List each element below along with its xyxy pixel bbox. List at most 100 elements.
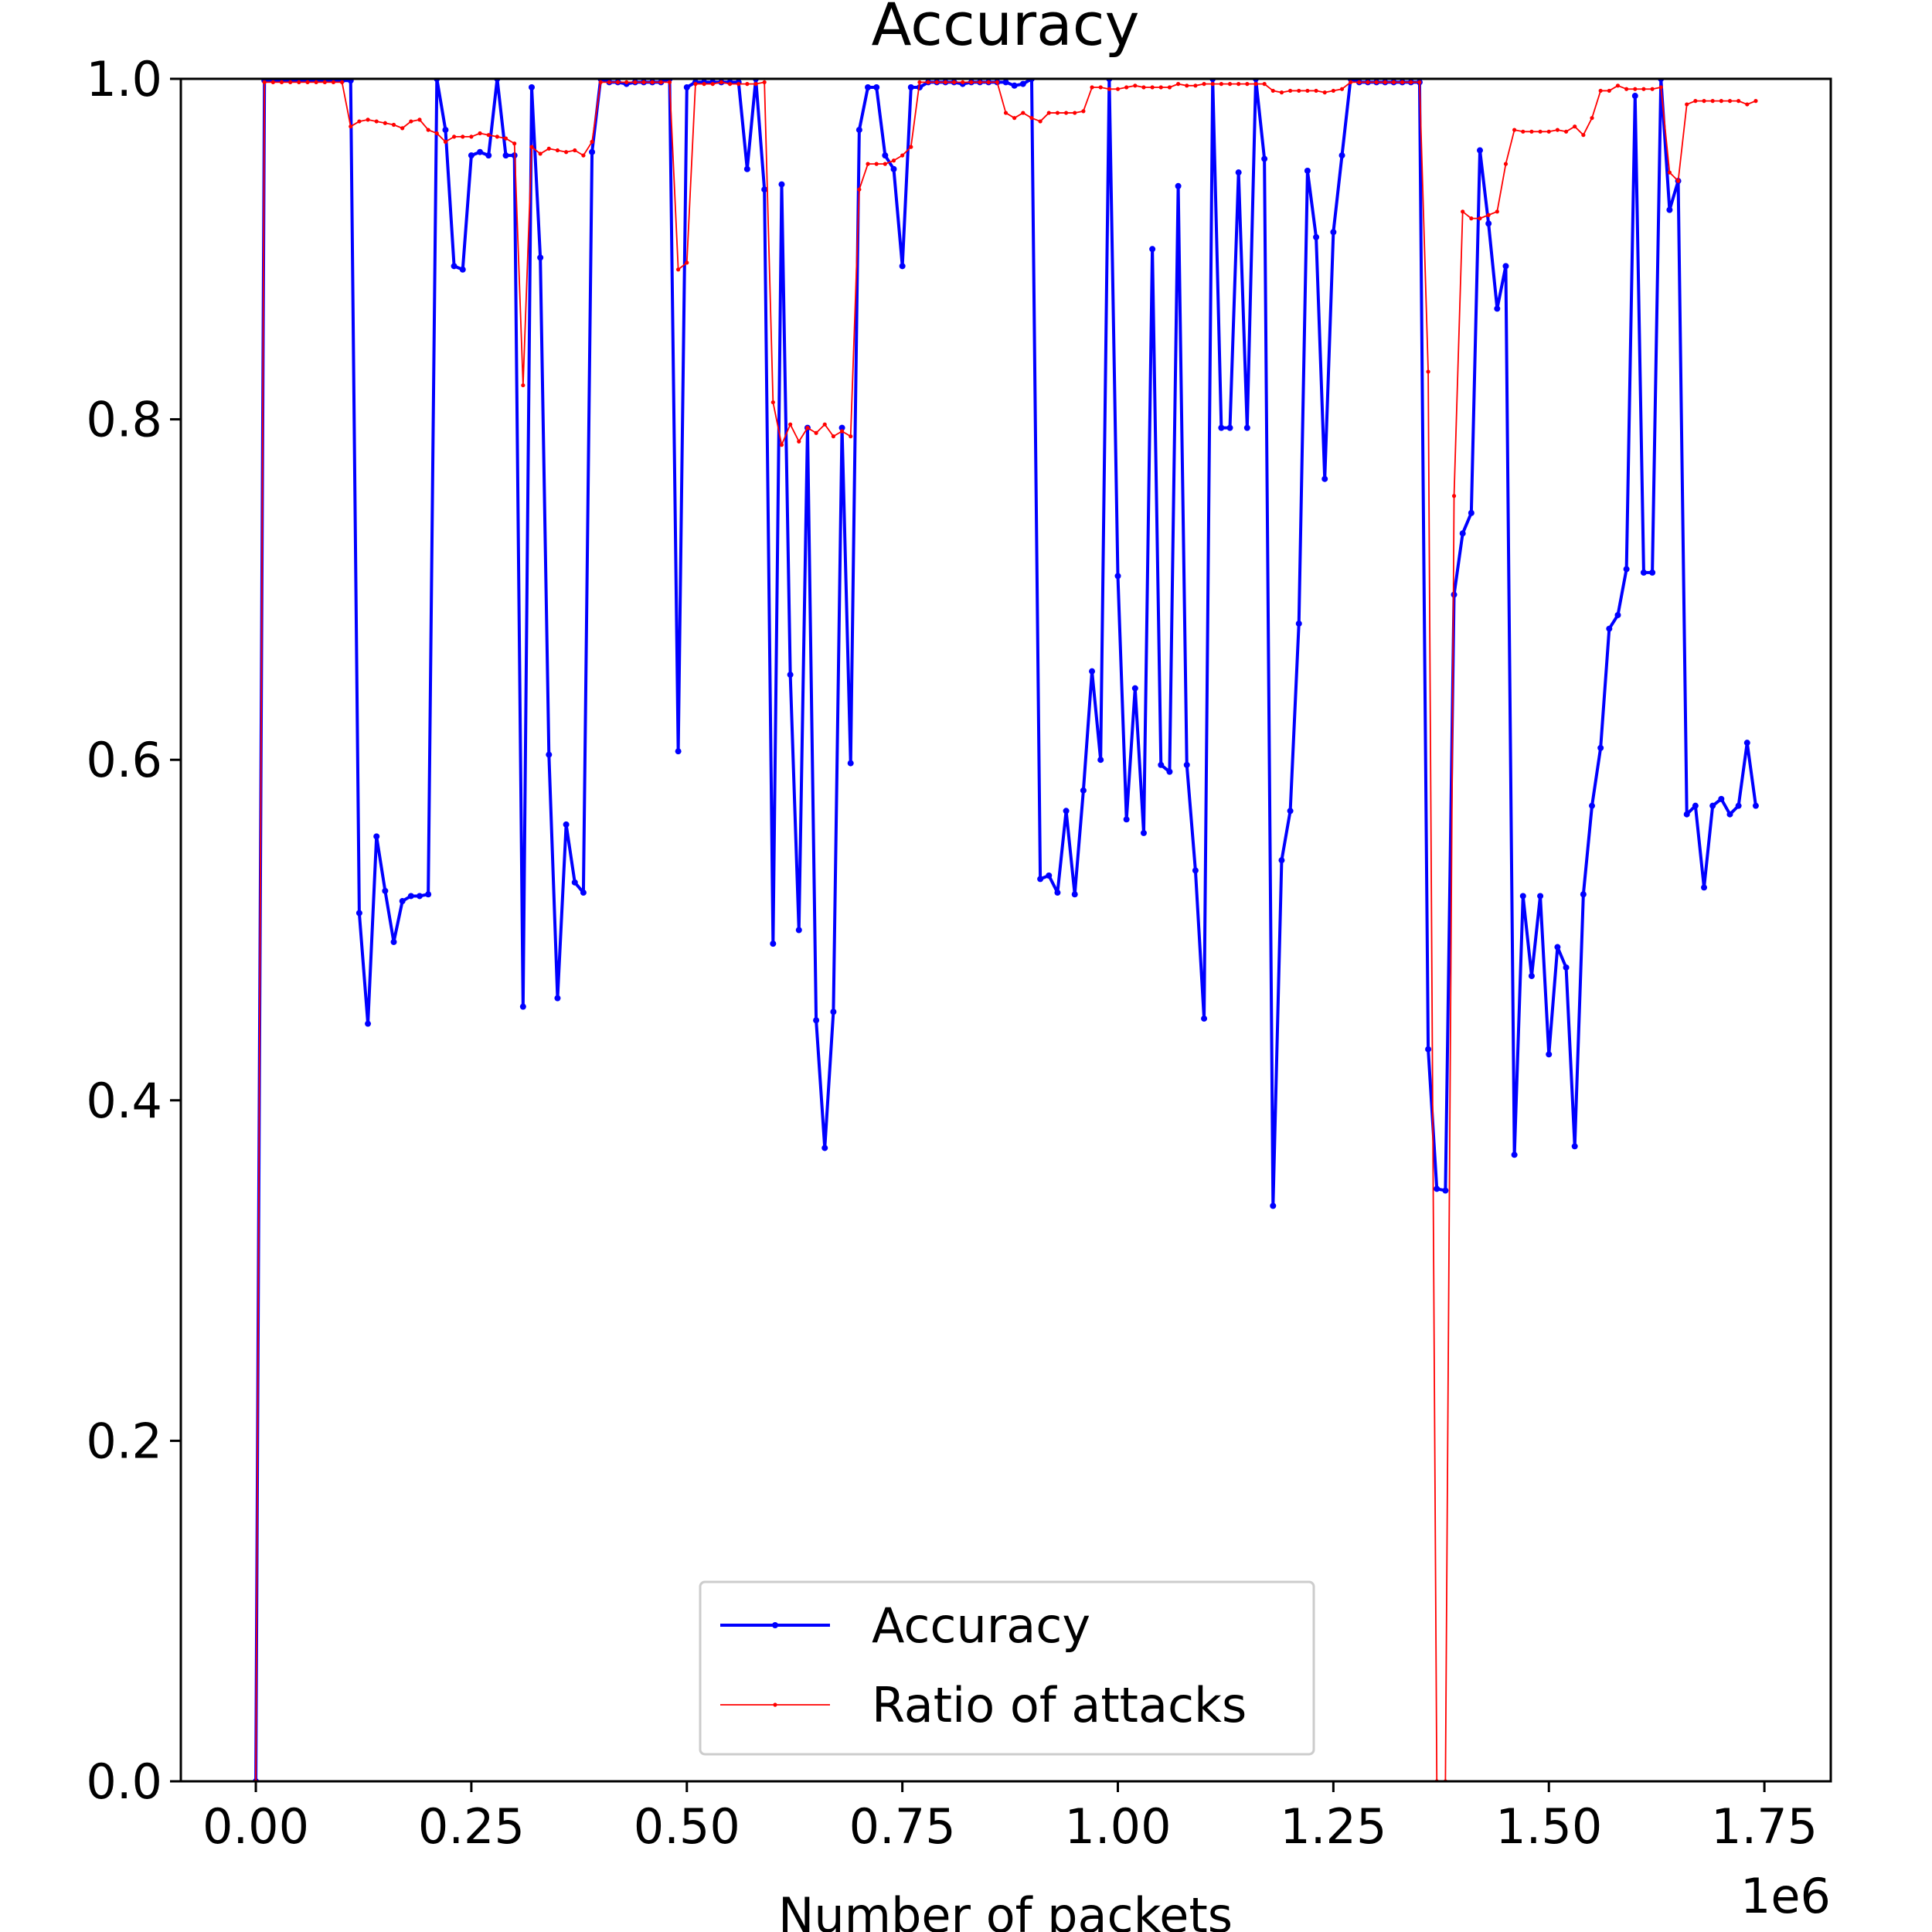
data-point: [676, 267, 681, 272]
data-point: [1409, 80, 1413, 85]
data-point: [528, 84, 535, 91]
data-point: [1735, 802, 1742, 809]
data-point: [624, 80, 629, 85]
data-point: [1726, 811, 1733, 818]
data-point: [262, 80, 267, 85]
data-point: [1709, 802, 1716, 809]
data-point: [1166, 768, 1173, 775]
data-point: [1090, 85, 1094, 90]
data-point: [478, 131, 482, 136]
data-point: [1150, 85, 1155, 90]
data-point: [580, 889, 587, 896]
data-point: [1538, 129, 1543, 134]
data-point: [641, 80, 646, 85]
data-point: [702, 82, 706, 87]
data-point: [1158, 85, 1163, 90]
data-point: [1521, 129, 1526, 134]
data-point: [1649, 569, 1656, 576]
data-point: [1278, 857, 1285, 864]
data-point: [607, 80, 611, 85]
data-point: [357, 119, 362, 124]
data-point: [1598, 88, 1603, 94]
x-tick-label: 1.75: [1711, 1798, 1818, 1855]
data-point: [452, 134, 457, 139]
data-point: [753, 82, 758, 87]
data-point: [951, 80, 957, 85]
data-point: [521, 383, 526, 388]
data-point: [1185, 83, 1189, 88]
data-point: [1434, 1185, 1440, 1192]
data-point: [573, 148, 577, 153]
data-point: [288, 80, 293, 85]
data-point: [1528, 972, 1535, 979]
data-point: [874, 162, 879, 166]
data-point: [1571, 1143, 1578, 1150]
data-point: [519, 1003, 526, 1010]
data-point: [1236, 82, 1241, 87]
data-point: [1511, 1151, 1518, 1158]
data-point: [1021, 111, 1026, 115]
data-point: [1650, 87, 1655, 91]
data-point: [314, 80, 318, 85]
data-point: [1631, 93, 1638, 100]
data-point: [1546, 1051, 1553, 1058]
data-point: [986, 80, 991, 85]
data-point: [1243, 424, 1250, 431]
data-point: [847, 760, 854, 767]
data-point: [1019, 80, 1026, 87]
data-point: [1131, 685, 1138, 692]
data-point: [442, 127, 449, 134]
data-point: [1486, 213, 1491, 217]
data-point: [1546, 129, 1551, 134]
data-point: [1580, 891, 1587, 898]
data-point: [1745, 102, 1750, 107]
data-point: [279, 80, 284, 85]
data-point: [683, 84, 690, 91]
series-line: [254, 79, 1757, 1781]
data-point: [650, 80, 655, 85]
legend: Accuracy Ratio of attacks: [699, 1580, 1315, 1756]
data-point: [857, 187, 862, 192]
data-point: [865, 84, 872, 91]
data-point: [1495, 209, 1499, 214]
data-point: [355, 910, 362, 917]
data-point: [795, 927, 802, 934]
data-point: [1537, 893, 1544, 900]
data-point: [1089, 668, 1096, 675]
data-point: [745, 82, 750, 87]
x-axis-label: Number of packets: [778, 1887, 1233, 1932]
data-point: [538, 151, 543, 156]
data-point: [821, 1145, 828, 1151]
data-point: [383, 121, 387, 125]
data-point: [1667, 170, 1672, 175]
y-tick-label: 0.4: [86, 1073, 162, 1129]
legend-marker: [772, 1622, 778, 1628]
data-point: [1624, 87, 1629, 91]
data-point: [1468, 509, 1475, 516]
data-point: [1193, 83, 1198, 88]
data-point: [1615, 83, 1621, 88]
legend-label: Ratio of attacks: [872, 1677, 1247, 1733]
data-point: [409, 119, 413, 124]
data-point: [814, 430, 818, 435]
data-point: [1485, 220, 1492, 227]
data-point: [1226, 424, 1233, 431]
data-point: [1321, 475, 1328, 482]
y-tick-label: 0.0: [86, 1753, 162, 1810]
data-point: [727, 82, 733, 87]
data-point: [909, 145, 913, 149]
data-point: [907, 84, 914, 91]
data-point: [873, 84, 880, 91]
data-point: [1502, 263, 1509, 270]
data-point: [1503, 162, 1509, 166]
data-point: [633, 80, 638, 85]
data-point: [822, 422, 827, 427]
data-point: [1331, 88, 1335, 94]
data-point: [1218, 424, 1225, 431]
data-point: [1633, 87, 1638, 91]
data-point: [598, 80, 603, 85]
data-point: [1167, 85, 1172, 90]
data-point: [1054, 889, 1061, 896]
data-point: [1581, 133, 1586, 138]
